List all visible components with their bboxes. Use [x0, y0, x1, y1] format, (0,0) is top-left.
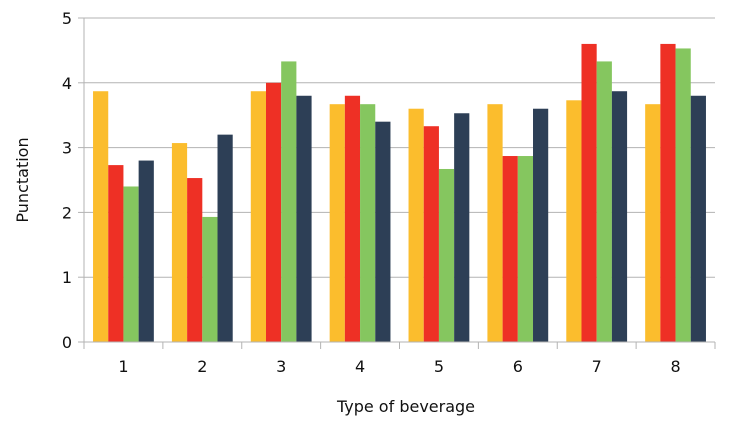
- x-tick-label-6: 6: [513, 357, 523, 376]
- x-tick-label-1: 1: [118, 357, 128, 376]
- y-axis-title: Punctation: [13, 137, 32, 222]
- bar-cat1-s3: [123, 186, 139, 342]
- bar-cat5-s2: [423, 126, 439, 342]
- bar-cat5-s4: [454, 113, 470, 342]
- x-tick-labels: 1 2 3 4 5 6 7 8: [118, 357, 680, 376]
- bar-cat2-s4: [217, 134, 233, 342]
- bar-cat6-s1: [487, 104, 503, 343]
- y-tick-label-3: 3: [62, 139, 72, 158]
- bar-cat7-s2: [581, 43, 597, 343]
- x-tick-label-2: 2: [197, 357, 207, 376]
- bar-cat4-s1: [329, 104, 345, 343]
- bar-cat3-s4: [296, 95, 312, 342]
- y-tick-labels: 0 1 2 3 4 5: [62, 9, 72, 352]
- x-tick-label-7: 7: [592, 357, 602, 376]
- x-tick-label-3: 3: [276, 357, 286, 376]
- x-tick-label-8: 8: [670, 357, 680, 376]
- x-axis-title: Type of beverage: [336, 397, 475, 416]
- bar-cat7-s4: [611, 91, 628, 342]
- bar-cat5-s3: [438, 168, 455, 342]
- y-tick-label-4: 4: [62, 74, 72, 93]
- x-tick-label-5: 5: [434, 357, 444, 376]
- y-tick-label-0: 0: [62, 333, 72, 352]
- axes: [78, 17, 716, 349]
- bar-cat3-s1: [250, 91, 266, 342]
- bar-cat6-s2: [502, 156, 518, 342]
- bar-cat2-s1: [171, 143, 188, 342]
- x-tick-label-4: 4: [355, 357, 365, 376]
- bar-cat3-s3: [281, 61, 297, 342]
- bars-group: [93, 43, 706, 343]
- y-tick-label-1: 1: [62, 268, 72, 287]
- bar-cat6-s3: [517, 156, 534, 342]
- bar-cat4-s2: [344, 95, 361, 342]
- bar-cat4-s4: [375, 121, 391, 343]
- bar-cat7-s1: [566, 100, 582, 343]
- y-tick-label-5: 5: [62, 9, 72, 28]
- bar-cat2-s3: [202, 216, 218, 342]
- bar-cat2-s2: [187, 178, 203, 342]
- bar-cat1-s1: [93, 91, 109, 342]
- bar-cat1-s2: [108, 165, 124, 342]
- bar-cat1-s4: [138, 160, 154, 342]
- bar-cat7-s3: [596, 61, 612, 342]
- bar-cat8-s1: [645, 104, 661, 343]
- bar-cat6-s4: [533, 108, 549, 342]
- bar-cat4-s3: [360, 104, 376, 343]
- y-tick-label-2: 2: [62, 203, 72, 222]
- bar-cat3-s2: [265, 82, 282, 343]
- bar-cat8-s3: [675, 48, 691, 343]
- bar-cat8-s2: [660, 43, 676, 343]
- bar-cat5-s1: [408, 108, 424, 342]
- bar-cat8-s4: [690, 95, 706, 342]
